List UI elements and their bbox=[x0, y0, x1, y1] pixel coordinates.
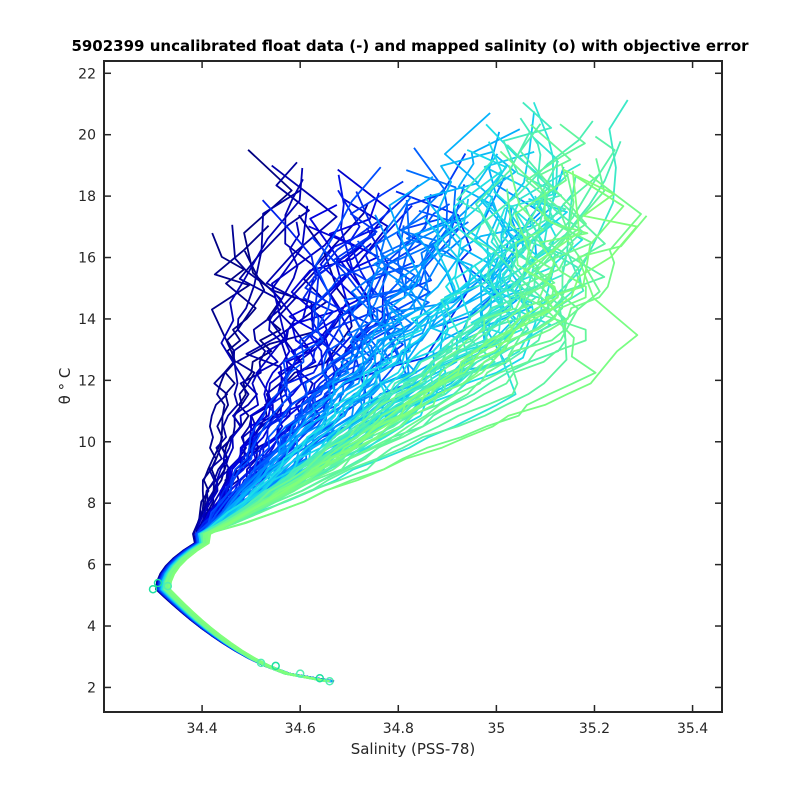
mapped-salinity-marker bbox=[256, 658, 266, 668]
mapped-salinity-marker bbox=[163, 581, 173, 591]
y-tick-label: 12 bbox=[78, 373, 96, 389]
y-tick-label: 2 bbox=[87, 680, 96, 696]
x-axis-ticks: 34.4 34.6 34.8 35 35.2 35.4 bbox=[187, 61, 708, 737]
y-axis-label: θ ° C bbox=[56, 368, 74, 405]
plot-frame bbox=[103, 60, 723, 713]
y-tick-label: 16 bbox=[78, 251, 96, 267]
y-tick-label: 8 bbox=[87, 496, 96, 512]
mapped-salinity-marker bbox=[148, 584, 158, 594]
mapped-salinity-marker bbox=[153, 578, 163, 588]
mapped-salinity-marker bbox=[315, 673, 325, 683]
x-tick-label: 35 bbox=[487, 721, 505, 737]
x-tick-label: 35.2 bbox=[579, 721, 610, 737]
y-axis-ticks: 2 4 6 8 10 12 14 16 18 20 22 bbox=[78, 66, 722, 696]
x-tick-label: 34.6 bbox=[285, 721, 316, 737]
mapped-salinity-marker bbox=[271, 661, 280, 671]
profile-line bbox=[168, 168, 638, 683]
y-tick-label: 14 bbox=[78, 312, 96, 328]
x-tick-label: 34.4 bbox=[187, 721, 218, 737]
mapped-salinity-markers bbox=[148, 578, 334, 686]
profile-line bbox=[164, 206, 589, 683]
y-tick-label: 4 bbox=[87, 619, 96, 635]
y-tick-label: 20 bbox=[78, 128, 96, 144]
x-tick-label: 34.8 bbox=[383, 721, 414, 737]
x-axis-label: Salinity (PSS-78) bbox=[351, 740, 476, 758]
mapped-salinity-marker bbox=[295, 669, 305, 678]
y-tick-label: 10 bbox=[78, 435, 96, 451]
x-tick-label: 35.4 bbox=[677, 721, 708, 737]
profile-lines bbox=[155, 99, 648, 683]
mapped-salinity-marker bbox=[325, 677, 334, 686]
y-tick-label: 18 bbox=[78, 189, 96, 205]
y-tick-label: 6 bbox=[87, 558, 96, 574]
chart-title: 5902399 uncalibrated float data (-) and … bbox=[71, 37, 749, 55]
y-tick-label: 22 bbox=[78, 66, 96, 82]
